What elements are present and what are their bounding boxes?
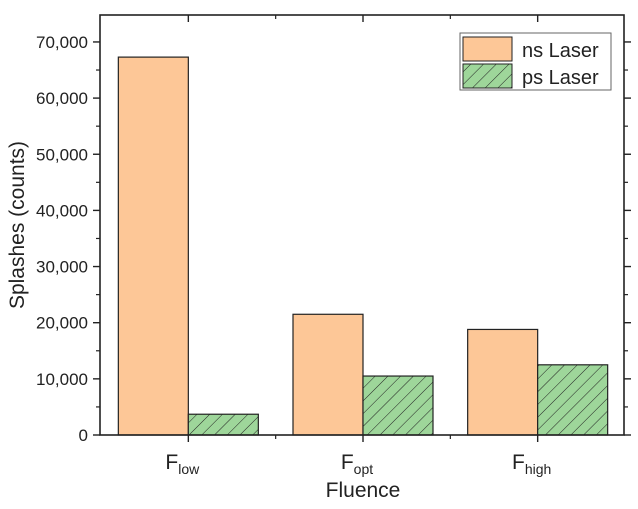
x-axis-label: Fluence — [326, 479, 401, 502]
y-tick-label: 40,000 — [36, 201, 88, 220]
bars-layer — [117, 56, 609, 436]
bar-ps-low — [187, 413, 259, 436]
x-tick-label-low: Flow — [165, 451, 200, 477]
x-tick-label-opt: Fopt — [341, 451, 373, 477]
y-tick-label: 60,000 — [36, 89, 88, 108]
y-tick-label: 30,000 — [36, 258, 88, 277]
legend-swatch-ps — [462, 63, 513, 89]
bar-ps-high — [537, 364, 609, 436]
legend-label-ns: ns Laser — [522, 40, 599, 62]
x-tick-label-subscript: high — [525, 461, 551, 477]
y-tick-label: 0 — [79, 426, 88, 445]
y-axis-label: Splashes (counts) — [6, 141, 29, 309]
y-tick-label: 10,000 — [36, 370, 88, 389]
bar-ns-low — [117, 56, 189, 436]
y-tick-label: 20,000 — [36, 314, 88, 333]
y-tick-label: 50,000 — [36, 145, 88, 164]
x-tick-label-subscript: low — [178, 461, 200, 477]
bar-ns-high — [467, 328, 539, 436]
bar-ps-opt — [362, 375, 434, 436]
bar-ns-opt — [292, 313, 364, 436]
legend-swatch-ns — [462, 36, 513, 62]
y-tick-label: 70,000 — [36, 33, 88, 52]
ticks-layer — [93, 15, 631, 442]
x-tick-label-subscript: opt — [354, 461, 374, 477]
plot-frame — [99, 14, 625, 436]
x-tick-label-high: Fhigh — [512, 451, 551, 477]
legend: ns Laser ps Laser — [459, 32, 612, 91]
legend-label-ps: ps Laser — [522, 67, 599, 89]
